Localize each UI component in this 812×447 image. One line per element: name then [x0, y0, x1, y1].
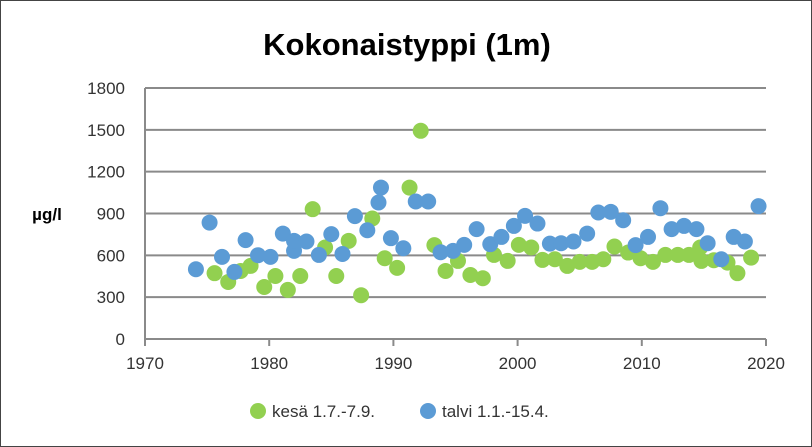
- y-tick-label: 900: [97, 205, 125, 224]
- data-point: [546, 251, 563, 268]
- data-point: [372, 179, 389, 196]
- data-point: [346, 208, 363, 225]
- x-tick-label: 2020: [747, 354, 785, 373]
- data-point: [256, 278, 273, 295]
- data-point: [743, 249, 760, 266]
- data-point: [529, 215, 546, 232]
- data-point: [187, 261, 204, 278]
- series-talvi: [187, 179, 767, 280]
- x-tick-label: 2010: [623, 354, 661, 373]
- data-point: [407, 193, 424, 210]
- series-kesa: [206, 122, 760, 304]
- data-point: [669, 246, 686, 263]
- data-point: [652, 200, 669, 217]
- y-tick-label: 1500: [87, 121, 125, 140]
- data-point: [340, 232, 357, 249]
- data-point: [523, 239, 540, 256]
- data-point: [663, 221, 680, 238]
- data-point: [571, 253, 588, 270]
- data-point: [214, 248, 231, 265]
- data-point: [279, 281, 296, 298]
- data-point: [370, 194, 387, 211]
- data-point: [462, 266, 479, 283]
- data-point: [334, 245, 351, 262]
- data-point: [201, 214, 218, 231]
- x-tick-label: 1990: [374, 354, 412, 373]
- y-tick-label: 1800: [87, 79, 125, 98]
- data-point: [579, 225, 596, 242]
- data-point: [468, 221, 485, 238]
- data-point: [389, 259, 406, 276]
- data-point: [606, 238, 623, 255]
- legend-label: kesä 1.7.-7.9.: [272, 402, 375, 421]
- data-point: [262, 248, 279, 265]
- data-point: [713, 251, 730, 268]
- data-point: [534, 251, 551, 268]
- data-point: [505, 217, 522, 234]
- y-axis-label: µg/l: [32, 205, 62, 224]
- data-point: [323, 226, 340, 243]
- data-point: [699, 235, 716, 252]
- data-point: [401, 179, 418, 196]
- data-point: [267, 267, 284, 284]
- data-point: [632, 250, 649, 267]
- legend-marker: [420, 403, 436, 419]
- data-point: [627, 237, 644, 254]
- data-point: [456, 236, 473, 253]
- data-point: [474, 270, 491, 287]
- data-point: [541, 235, 558, 252]
- data-point: [688, 221, 705, 238]
- data-point: [304, 201, 321, 218]
- data-point: [693, 252, 710, 269]
- data-point: [376, 250, 393, 267]
- data-point: [493, 228, 510, 245]
- data-point: [237, 232, 254, 249]
- x-tick-label: 1970: [126, 354, 164, 373]
- data-point: [644, 253, 661, 270]
- data-point: [590, 204, 607, 221]
- data-point: [412, 122, 429, 139]
- data-point: [595, 251, 612, 268]
- data-point: [328, 267, 345, 284]
- data-point: [226, 263, 243, 280]
- data-point: [420, 193, 437, 210]
- data-point: [395, 240, 412, 257]
- data-point: [736, 233, 753, 250]
- data-point: [559, 257, 576, 274]
- x-tick-label: 2000: [499, 354, 537, 373]
- data-point: [640, 228, 657, 245]
- data-point: [432, 244, 449, 261]
- data-point: [729, 265, 746, 282]
- chart-title: Kokonaistyppi (1m): [263, 27, 551, 62]
- data-point: [615, 212, 632, 229]
- legend-marker: [250, 403, 266, 419]
- data-point: [499, 252, 516, 269]
- data-point: [353, 287, 370, 304]
- data-point: [359, 222, 376, 239]
- data-point: [657, 246, 674, 263]
- data-point: [565, 233, 582, 250]
- data-point: [553, 235, 570, 252]
- data-point: [286, 232, 303, 249]
- data-point: [676, 217, 693, 234]
- data-point: [510, 236, 527, 253]
- data-point: [437, 262, 454, 279]
- y-tick-label: 0: [116, 330, 125, 349]
- y-tick-label: 600: [97, 246, 125, 265]
- legend-label: talvi 1.1.-15.4.: [442, 402, 549, 421]
- data-point: [292, 267, 309, 284]
- data-point: [382, 230, 399, 247]
- data-point: [750, 198, 767, 215]
- y-tick-label: 300: [97, 288, 125, 307]
- x-tick-label: 1980: [250, 354, 288, 373]
- data-point: [298, 233, 315, 250]
- data-point: [310, 246, 327, 263]
- data-point: [206, 265, 223, 282]
- data-point: [602, 203, 619, 220]
- data-point: [250, 247, 267, 264]
- y-tick-label: 1200: [87, 163, 125, 182]
- data-point: [517, 207, 534, 224]
